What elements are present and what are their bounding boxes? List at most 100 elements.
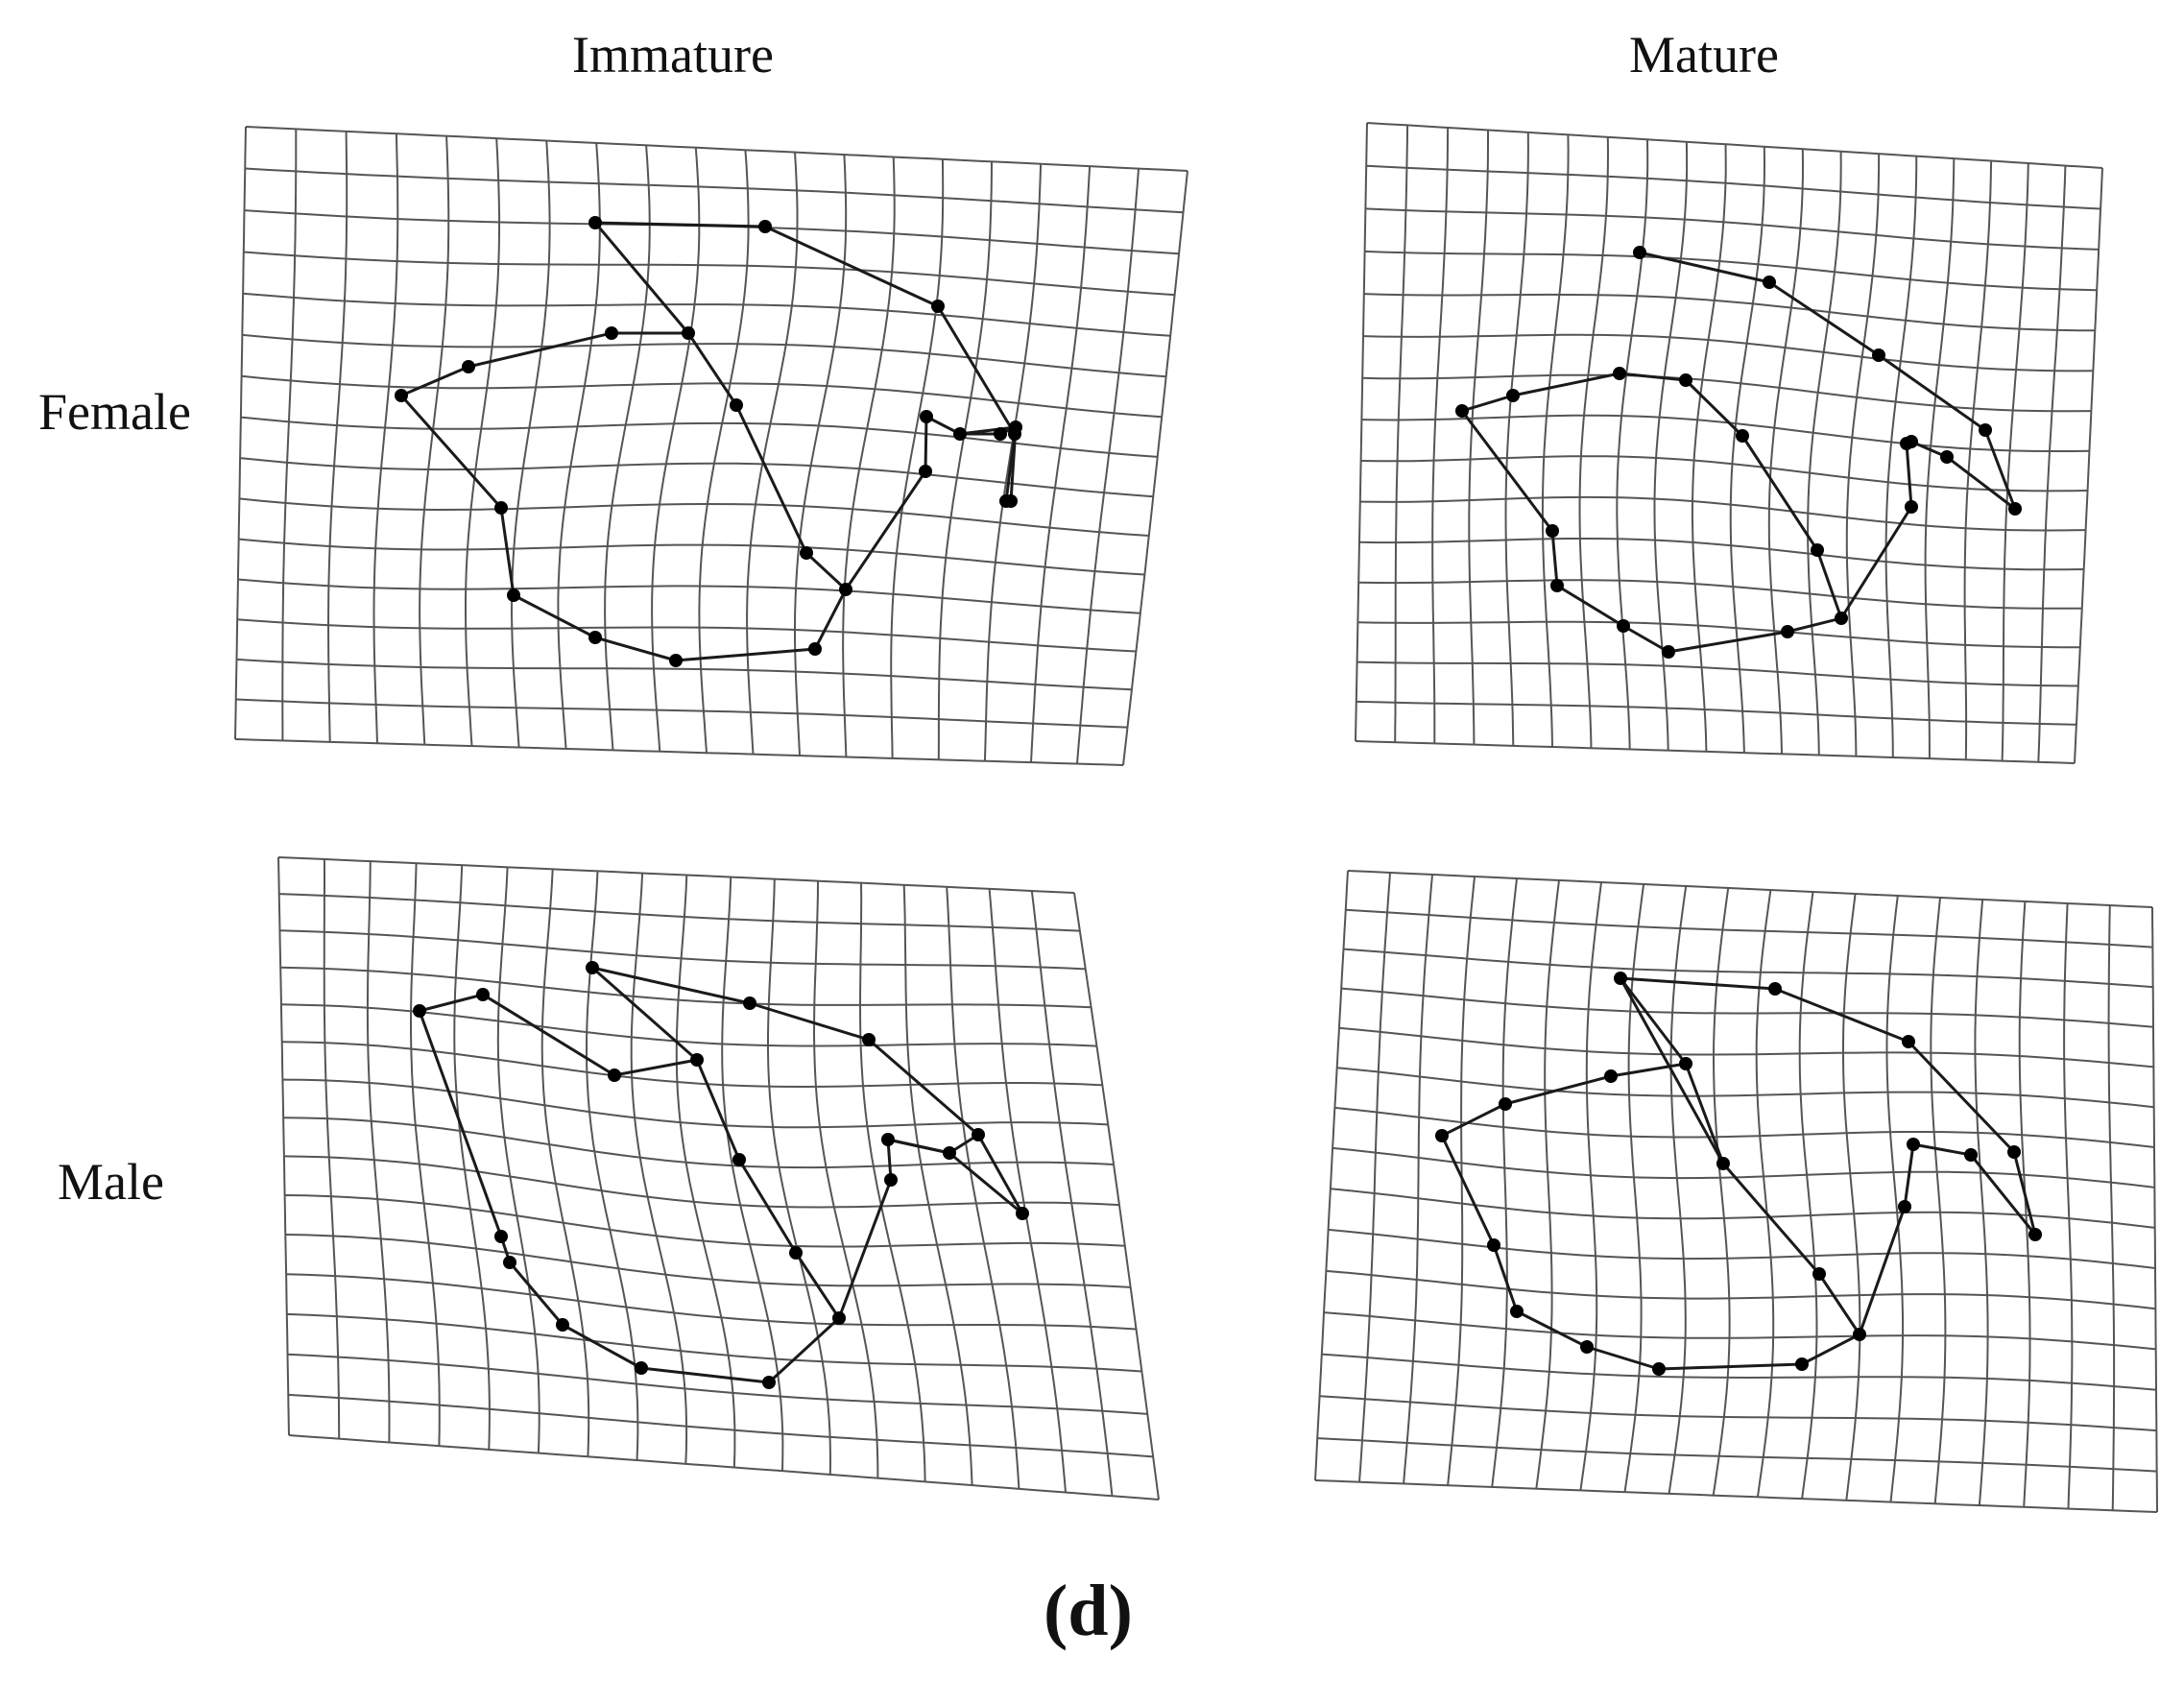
landmark-point: [1614, 972, 1627, 985]
grid-line-vertical: [1924, 158, 1956, 759]
grid-line-horizontal: [1336, 1067, 2154, 1109]
grid-line-vertical: [372, 133, 399, 744]
grid-line-vertical: [2074, 167, 2103, 764]
landmark-point: [635, 1361, 648, 1375]
landmark-point: [1613, 367, 1626, 380]
landmark-point: [1768, 982, 1782, 996]
row-label-male: Male: [58, 1153, 164, 1211]
grid-line-vertical: [453, 865, 491, 1450]
grid-line-vertical: [234, 126, 247, 740]
grid-line-horizontal: [1366, 122, 2103, 169]
landmark-point: [1795, 1357, 1809, 1371]
grid-line-vertical: [281, 129, 298, 741]
grid-line-vertical: [1030, 890, 1114, 1497]
column-label-mature: Mature: [1629, 26, 1779, 84]
landmark-point: [919, 465, 932, 478]
deformation-grid: [234, 126, 1188, 766]
landmark-point: [1662, 645, 1675, 659]
grid-line-vertical: [630, 873, 688, 1464]
grid-line-vertical: [1963, 160, 1993, 760]
landmark-point: [1016, 1207, 1029, 1220]
grid-line-vertical: [1767, 149, 1804, 755]
grid-line-vertical: [1358, 872, 1391, 1482]
grid-line-horizontal: [237, 578, 1140, 614]
landmark-point: [605, 326, 618, 340]
landmark-point: [413, 1004, 426, 1018]
landmark-point: [1964, 1148, 1978, 1162]
grid-line-horizontal: [234, 738, 1124, 766]
grid-line-vertical: [1623, 883, 1645, 1493]
grid-line-horizontal: [237, 618, 1137, 653]
grid-line-horizontal: [245, 167, 1184, 214]
landmark-point: [1902, 1035, 1915, 1048]
grid-line-vertical: [1030, 166, 1092, 763]
grid-line-horizontal: [1356, 660, 2078, 687]
landmark-point: [556, 1318, 569, 1332]
landmark-point: [588, 216, 602, 229]
panel-male-mature: [1314, 870, 2158, 1513]
landmark-outline: [413, 961, 1029, 1389]
landmark-point: [1900, 437, 1913, 450]
landmark-point: [1604, 1069, 1618, 1083]
row-label-female: Female: [38, 383, 191, 441]
landmark-connector: [591, 966, 698, 1062]
landmark-point: [494, 501, 508, 515]
landmark-point: [1510, 1305, 1524, 1318]
grid-line-vertical: [1798, 891, 1818, 1500]
grid-line-horizontal: [1324, 1311, 2156, 1351]
landmark-point: [1679, 373, 1692, 387]
grid-line-horizontal: [1355, 740, 2076, 764]
landmark-point: [608, 1069, 621, 1082]
grid-line-horizontal: [240, 457, 1154, 498]
grid-line-horizontal: [238, 538, 1145, 576]
grid-line-vertical: [511, 140, 551, 748]
grid-line-vertical: [465, 138, 501, 747]
landmark-outline: [395, 216, 1022, 667]
grid-line-vertical: [1579, 881, 1602, 1491]
landmark-connector: [1460, 372, 1843, 654]
grid-line-horizontal: [1360, 455, 2088, 492]
landmark-outline: [1455, 246, 2022, 659]
landmark-point: [1716, 1157, 1730, 1170]
grid-line-horizontal: [1358, 538, 2084, 571]
landmark-point: [1853, 1328, 1866, 1341]
grid-line-vertical: [1403, 874, 1433, 1484]
grid-line-horizontal: [1338, 1026, 2154, 1069]
landmark-point: [1979, 423, 1992, 437]
grid-line-vertical: [410, 863, 441, 1447]
landmark-point: [800, 546, 813, 560]
grid-line-vertical: [902, 884, 973, 1486]
landmark-connector: [593, 222, 690, 334]
landmark-connector: [1619, 977, 1688, 1065]
landmark-point: [1736, 429, 1749, 443]
grid-line-horizontal: [1328, 1228, 2156, 1269]
column-label-immature: Immature: [572, 26, 774, 84]
grid-line-horizontal: [1319, 1395, 2157, 1432]
landmark-point: [1763, 276, 1776, 289]
landmark-point: [832, 1311, 846, 1325]
landmark-point: [1679, 1057, 1692, 1070]
grid-line-vertical: [1314, 870, 1349, 1481]
landmark-point: [476, 988, 490, 1001]
grid-line-vertical: [937, 161, 993, 760]
grid-line-horizontal: [280, 1003, 1097, 1047]
landmark-point: [1872, 348, 1885, 362]
panel-male-immature: [277, 856, 1160, 1501]
landmark-connector: [399, 331, 1018, 662]
landmark-point: [1546, 524, 1559, 538]
grid-line-horizontal: [240, 416, 1158, 458]
grid-line-horizontal: [1365, 207, 2100, 251]
grid-line-vertical: [1885, 895, 1905, 1502]
grid-line-vertical: [2151, 906, 2158, 1513]
landmark-point: [758, 220, 772, 233]
landmark-point: [2008, 502, 2022, 516]
grid-line-vertical: [1076, 168, 1140, 764]
landmark-point: [669, 654, 683, 667]
panel-female-mature: [1355, 122, 2103, 764]
landmark-point: [762, 1376, 776, 1389]
landmark-point: [1905, 500, 1918, 514]
landmark-point: [730, 398, 743, 412]
grid-line-vertical: [1431, 127, 1450, 744]
grid-line-vertical: [366, 861, 391, 1443]
